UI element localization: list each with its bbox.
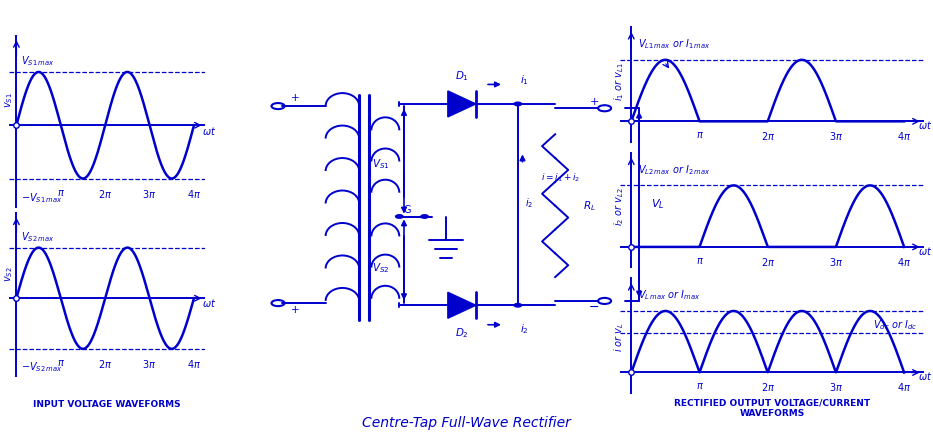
Text: $2\pi$: $2\pi$ bbox=[760, 130, 774, 142]
Text: $v_{S2}$: $v_{S2}$ bbox=[3, 266, 15, 282]
Circle shape bbox=[421, 215, 428, 218]
Text: $V_L$: $V_L$ bbox=[651, 198, 664, 211]
Text: $\pi$: $\pi$ bbox=[695, 255, 703, 265]
Text: +: + bbox=[590, 97, 599, 107]
Text: $\omega t$: $\omega t$ bbox=[202, 297, 216, 309]
Text: RECTIFIED OUTPUT VOLTAGE/CURRENT
WAVEFORMS: RECTIFIED OUTPUT VOLTAGE/CURRENT WAVEFOR… bbox=[675, 398, 870, 418]
Polygon shape bbox=[448, 91, 476, 117]
Text: $V_{L2\,max}$ or $I_{2\,max}$: $V_{L2\,max}$ or $I_{2\,max}$ bbox=[638, 163, 710, 177]
Circle shape bbox=[514, 102, 522, 106]
Text: $V_{S1}$: $V_{S1}$ bbox=[372, 158, 389, 171]
Text: $3\pi$: $3\pi$ bbox=[829, 130, 843, 142]
Text: $V_{S2}$: $V_{S2}$ bbox=[372, 262, 389, 275]
Text: $V_{S2\,max}$: $V_{S2\,max}$ bbox=[21, 230, 54, 244]
Text: $i_2$: $i_2$ bbox=[525, 197, 533, 210]
Text: $V_{L1\,max}$ or $I_{1\,max}$: $V_{L1\,max}$ or $I_{1\,max}$ bbox=[638, 38, 710, 52]
Text: G: G bbox=[403, 205, 411, 215]
Text: $\omega t$: $\omega t$ bbox=[202, 125, 216, 137]
Text: $4\pi$: $4\pi$ bbox=[187, 358, 201, 370]
Polygon shape bbox=[448, 292, 476, 318]
Text: Centre-Tap Full-Wave Rectifier: Centre-Tap Full-Wave Rectifier bbox=[362, 416, 571, 430]
Text: $-V_{S1\,max}$: $-V_{S1\,max}$ bbox=[21, 191, 63, 205]
Text: +: + bbox=[290, 93, 299, 103]
Text: +: + bbox=[290, 304, 299, 315]
Text: $4\pi$: $4\pi$ bbox=[187, 188, 201, 200]
Text: $\omega t$: $\omega t$ bbox=[918, 120, 932, 131]
Text: $D_2$: $D_2$ bbox=[455, 326, 468, 340]
Text: $\pi$: $\pi$ bbox=[695, 130, 703, 140]
Text: $D_1$: $D_1$ bbox=[455, 69, 468, 83]
Text: $2\pi$: $2\pi$ bbox=[98, 358, 112, 370]
Text: $3\pi$: $3\pi$ bbox=[829, 255, 843, 268]
Text: $2\pi$: $2\pi$ bbox=[760, 255, 774, 268]
Text: $V_{L\,max}$ or $I_{max}$: $V_{L\,max}$ or $I_{max}$ bbox=[638, 289, 701, 303]
Text: $\omega t$: $\omega t$ bbox=[918, 371, 932, 382]
Text: $4\pi$: $4\pi$ bbox=[897, 130, 912, 142]
Text: $i_1$: $i_1$ bbox=[520, 73, 529, 87]
Circle shape bbox=[514, 304, 522, 307]
Text: $3\pi$: $3\pi$ bbox=[143, 358, 157, 370]
Text: $4\pi$: $4\pi$ bbox=[897, 381, 912, 393]
Text: $V_{dc}$ or $I_{dc}$: $V_{dc}$ or $I_{dc}$ bbox=[873, 318, 917, 332]
Text: $v_{S1}$: $v_{S1}$ bbox=[3, 92, 15, 108]
Text: $3\pi$: $3\pi$ bbox=[143, 188, 157, 200]
Text: $-V_{S2\,max}$: $-V_{S2\,max}$ bbox=[21, 360, 63, 374]
Text: $2\pi$: $2\pi$ bbox=[760, 381, 774, 393]
Text: $i_2$ or $v_{L2}$: $i_2$ or $v_{L2}$ bbox=[612, 187, 626, 226]
Text: $\omega t$: $\omega t$ bbox=[918, 245, 932, 257]
Circle shape bbox=[396, 215, 403, 218]
Text: INPUT VOLTAGE WAVEFORMS: INPUT VOLTAGE WAVEFORMS bbox=[34, 400, 181, 409]
Text: $\pi$: $\pi$ bbox=[57, 188, 64, 198]
Text: $i=i_1+i_2$: $i=i_1+i_2$ bbox=[541, 171, 580, 184]
Text: $2\pi$: $2\pi$ bbox=[98, 188, 112, 200]
Text: $3\pi$: $3\pi$ bbox=[829, 381, 843, 393]
Text: $i_2$: $i_2$ bbox=[520, 322, 529, 336]
Text: $\pi$: $\pi$ bbox=[57, 358, 64, 368]
Text: $4\pi$: $4\pi$ bbox=[897, 255, 912, 268]
Text: $V_{S1\,max}$: $V_{S1\,max}$ bbox=[21, 54, 54, 68]
Text: $\pi$: $\pi$ bbox=[695, 381, 703, 391]
Text: −: − bbox=[589, 301, 600, 314]
Text: $i_1$ or $v_{L1}$: $i_1$ or $v_{L1}$ bbox=[612, 62, 626, 100]
Text: $R_L$: $R_L$ bbox=[583, 199, 596, 213]
Text: $i$ or $v_L$: $i$ or $v_L$ bbox=[612, 322, 626, 352]
